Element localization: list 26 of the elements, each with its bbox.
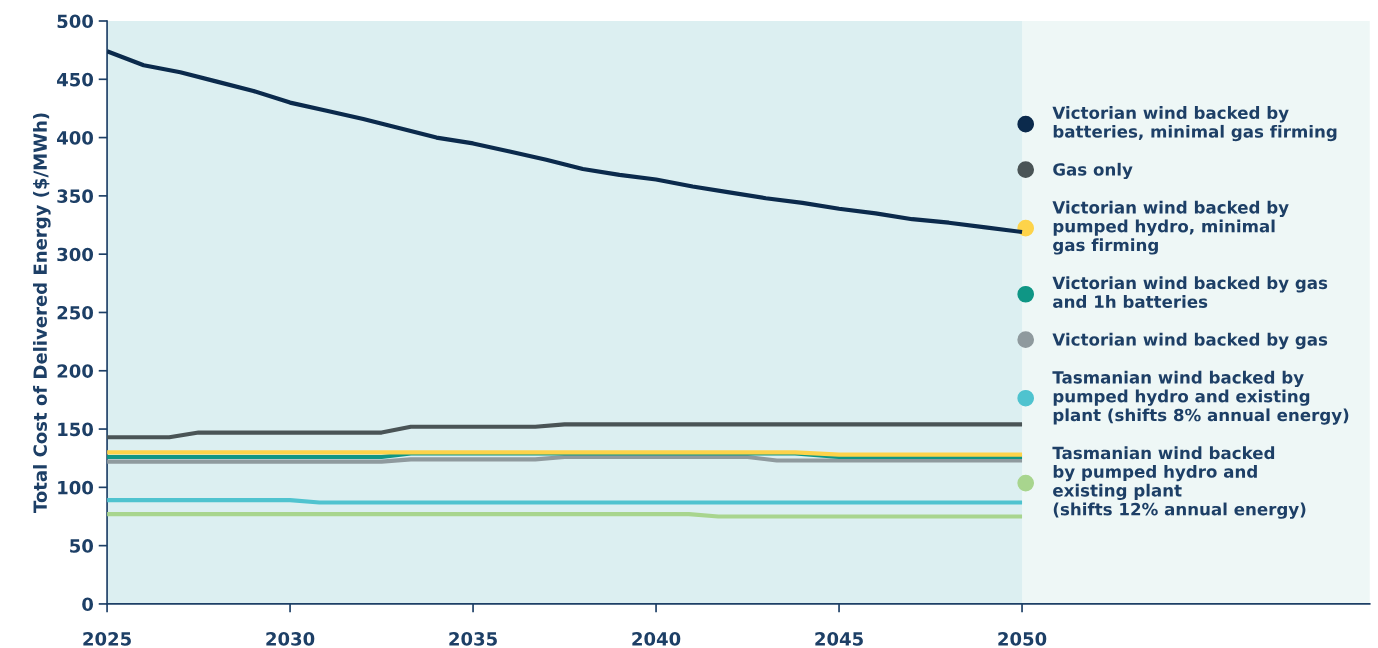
y-tick-label: 300	[57, 247, 94, 262]
y-tick-label: 400	[57, 131, 94, 145]
x-tick-label: 2030	[266, 632, 315, 646]
y-tick-label: 150	[58, 422, 94, 437]
line-series	[107, 422, 1025, 440]
y-tick-label: 500	[57, 14, 94, 29]
y-axis-title: Total Cost of Delivered Energy ($/MWh)	[33, 113, 51, 513]
legend-label: Tasmanian wind backed by pumped hydro and existing plant (shifts 8% annual energy)	[1052, 370, 1349, 425]
legend-label: Tasmanian wind backed by pumped hydro and existing plant (shifts 12% annual energy)	[1052, 446, 1306, 519]
x-tick-label: 2040	[632, 632, 681, 646]
x-tick-label: 2045	[815, 632, 863, 646]
x-tick-label: 2050	[998, 632, 1047, 646]
y-tick-label: 250	[57, 305, 94, 320]
legend-label: Victorian wind backed by gas and 1h batteries	[1052, 276, 1328, 308]
x-tick-label: 2035	[449, 632, 497, 646]
legend-label: Victorian wind backed by pumped hydro, minimal gas firming	[1052, 200, 1289, 255]
legend-label: Gas only	[1053, 162, 1133, 180]
legend-label: Victorian wind backed by batteries, minimal gas firming	[1052, 106, 1337, 142]
y-tick-label: 0	[82, 597, 94, 612]
y-tick-label: 50	[70, 539, 94, 553]
y-tick-label: 450	[57, 72, 94, 87]
y-tick-label: 200	[57, 364, 94, 378]
y-tick-label: 100	[58, 480, 94, 495]
y-tick-label: 350	[57, 189, 94, 203]
legend-label: Victorian wind backed by gas	[1052, 332, 1328, 350]
x-tick-label: 2025	[83, 632, 131, 646]
